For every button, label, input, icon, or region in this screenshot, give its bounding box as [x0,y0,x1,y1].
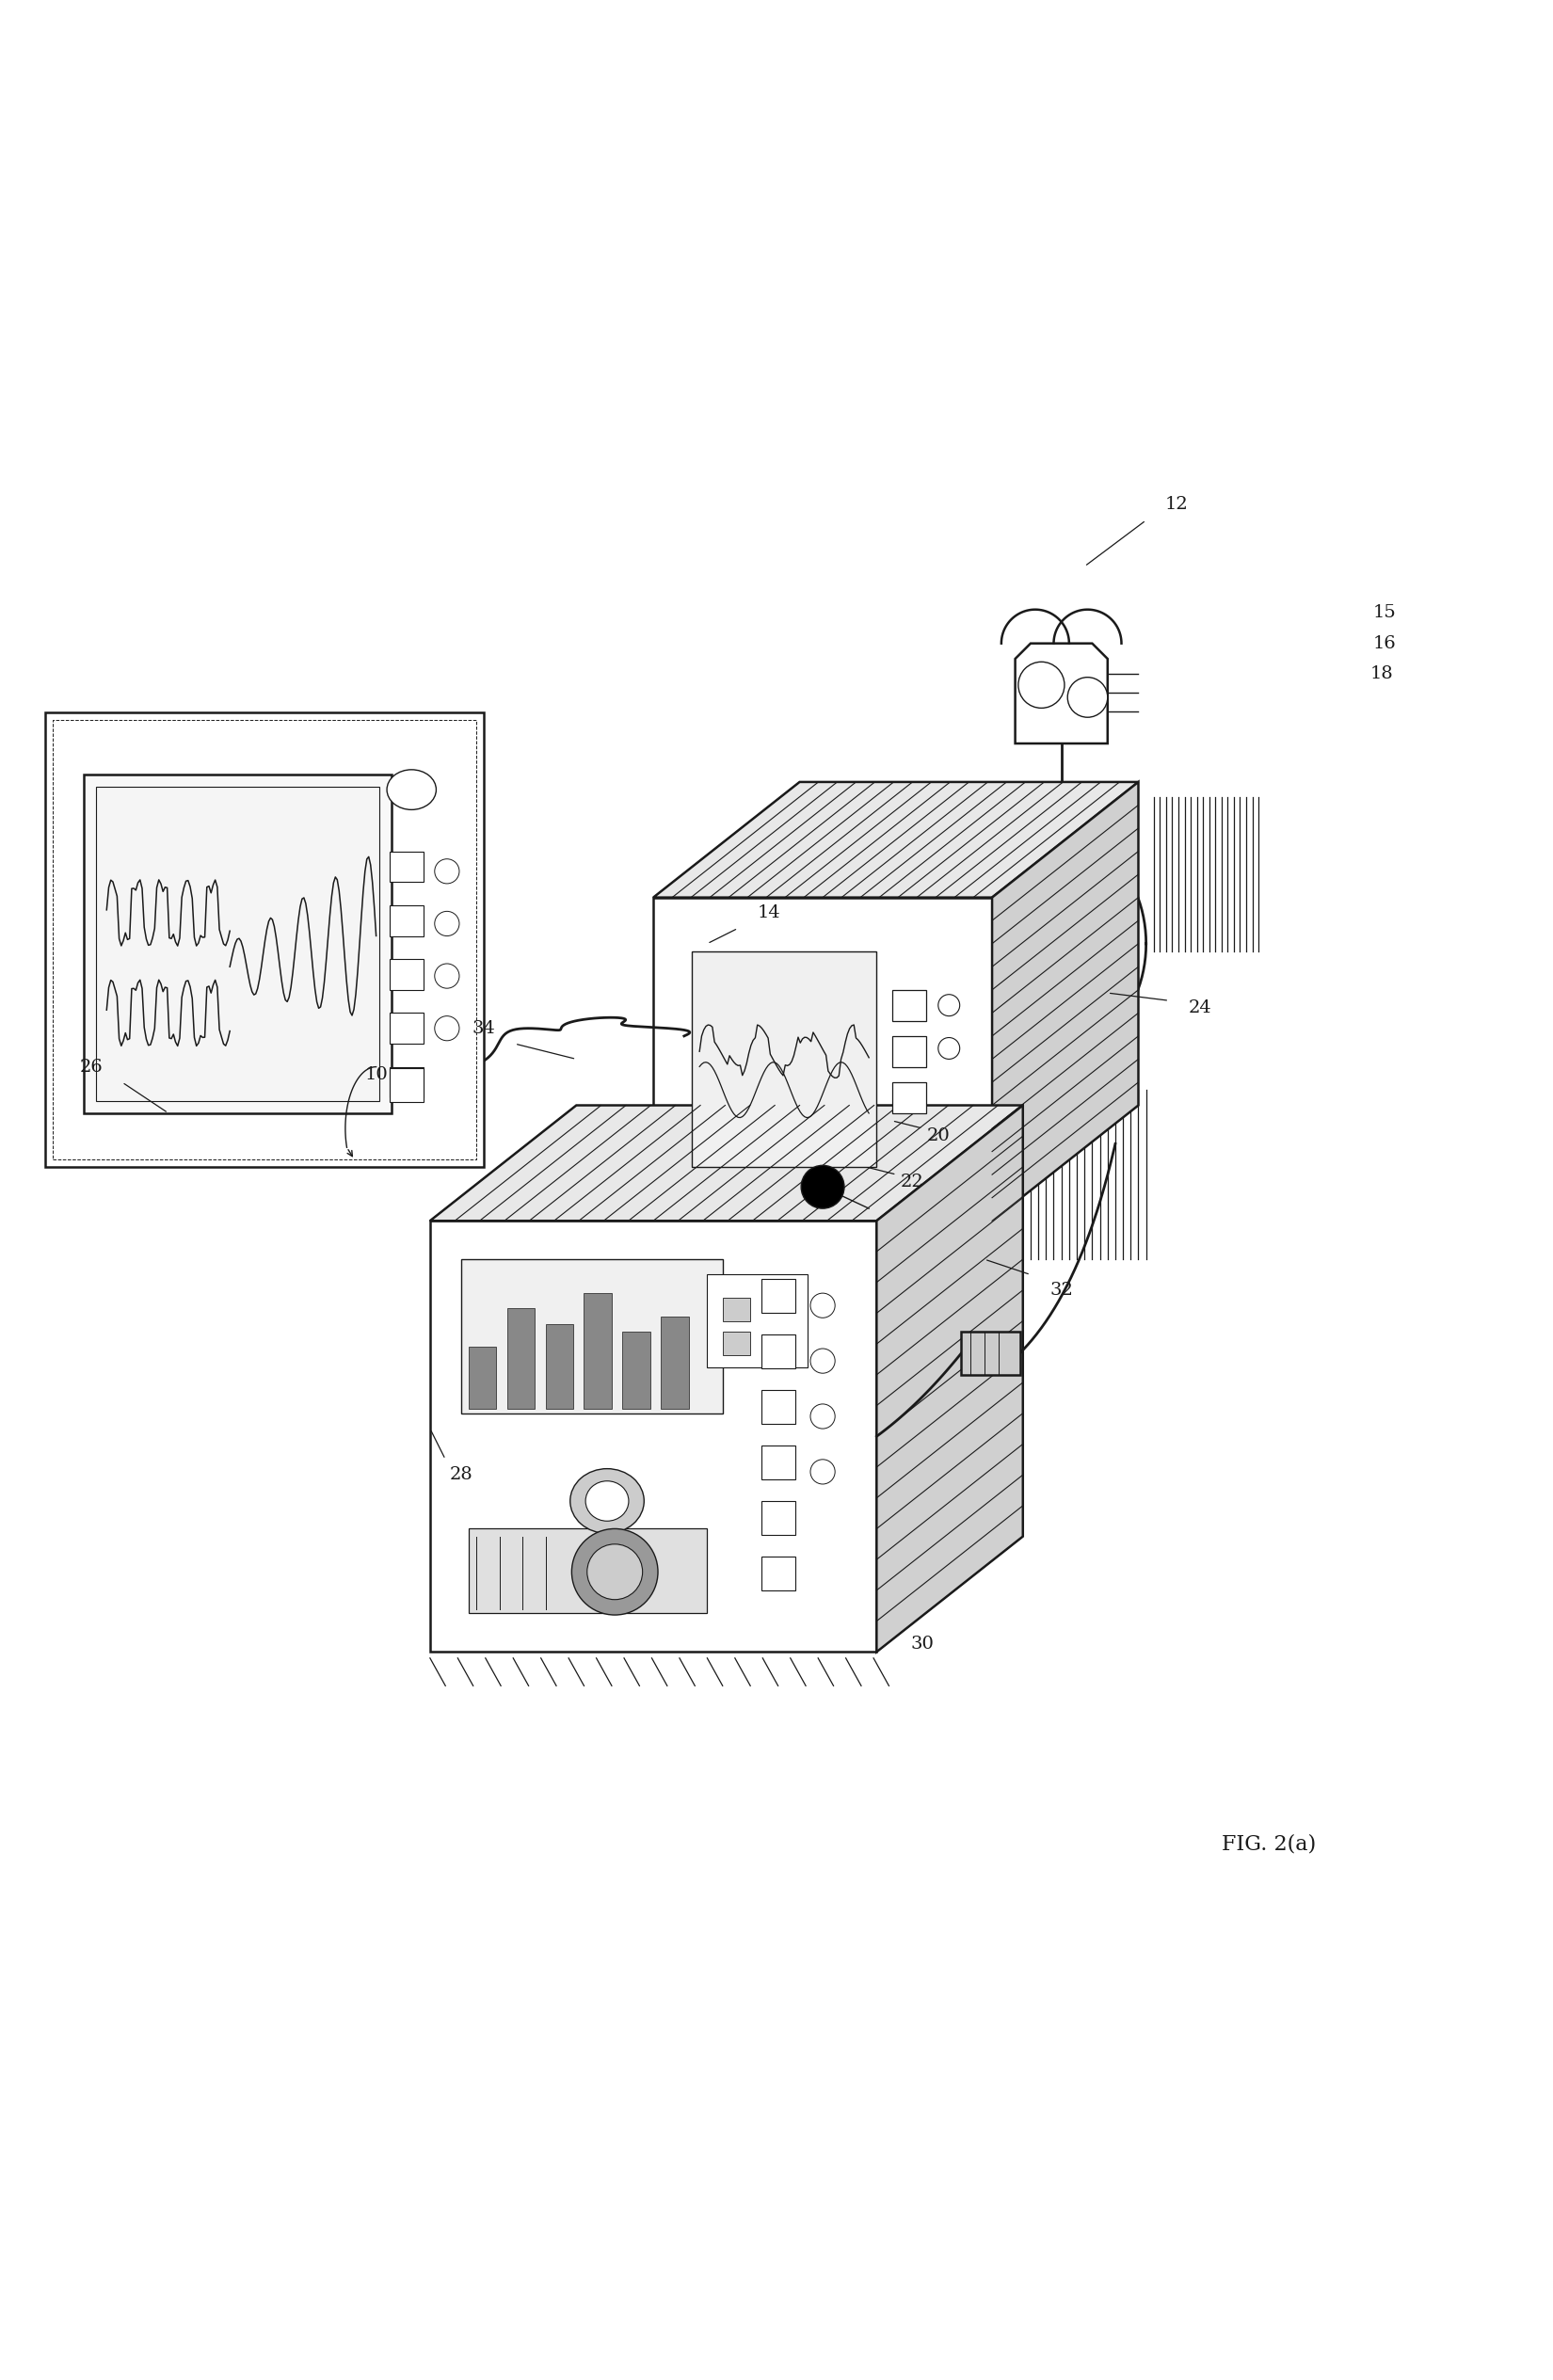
Ellipse shape [387,769,436,809]
Circle shape [1019,662,1064,709]
Bar [891,1083,926,1114]
Bar [96,788,379,1100]
Bar [961,1333,1020,1376]
Bar [390,1069,424,1102]
Bar [662,1316,688,1409]
Polygon shape [654,897,992,1221]
Text: 14: 14 [758,904,781,921]
Bar [390,1066,424,1097]
Circle shape [938,995,960,1016]
Polygon shape [430,1221,876,1652]
Bar [623,1333,651,1409]
Circle shape [435,1016,460,1040]
Circle shape [811,1292,836,1319]
Circle shape [587,1545,643,1599]
Bar [469,1528,707,1614]
Text: 24: 24 [1188,1000,1211,1016]
Text: 28: 28 [449,1466,472,1483]
Bar [891,1035,926,1066]
Circle shape [435,859,460,883]
Bar [584,1292,612,1409]
Circle shape [811,1349,836,1373]
Bar [761,1502,795,1535]
Bar [761,1390,795,1423]
Text: 16: 16 [1373,635,1396,652]
Bar [84,774,391,1114]
Bar [390,959,424,990]
Bar [545,1323,573,1409]
Circle shape [435,912,460,935]
Polygon shape [1002,609,1068,643]
Circle shape [938,1038,960,1059]
Bar [761,1335,795,1368]
Text: FIG. 2(a): FIG. 2(a) [1222,1835,1317,1854]
Bar [390,904,424,935]
Circle shape [801,1166,845,1209]
Text: 22: 22 [901,1173,924,1190]
Circle shape [1067,678,1107,716]
Text: 30: 30 [912,1635,935,1652]
Bar [506,1309,534,1409]
Circle shape [811,1404,836,1428]
Bar [707,1276,808,1366]
Polygon shape [430,1104,1023,1221]
Ellipse shape [585,1480,629,1521]
Ellipse shape [570,1468,644,1533]
Text: 10: 10 [365,1066,388,1083]
Text: 18: 18 [1370,666,1393,683]
Circle shape [435,964,460,988]
Polygon shape [992,783,1138,1221]
Bar [691,952,876,1166]
Bar [761,1557,795,1590]
Bar [722,1297,750,1321]
Bar [761,1445,795,1480]
Circle shape [811,1459,836,1485]
Bar [45,712,485,1166]
Bar [53,721,477,1159]
Polygon shape [876,1104,1023,1652]
Circle shape [572,1528,658,1616]
Text: 12: 12 [1165,497,1188,514]
Text: 32: 32 [1050,1280,1073,1299]
Bar [390,852,424,883]
Bar [761,1280,795,1314]
Text: 34: 34 [472,1021,495,1038]
Polygon shape [1016,643,1107,743]
Polygon shape [1053,609,1121,643]
Bar [469,1347,497,1409]
Text: 15: 15 [1373,605,1396,621]
Text: 20: 20 [927,1128,950,1145]
Text: 26: 26 [79,1059,102,1076]
Bar [722,1333,750,1354]
Polygon shape [654,783,1138,897]
Bar [390,1014,424,1045]
Bar [461,1259,722,1414]
Bar [891,990,926,1021]
